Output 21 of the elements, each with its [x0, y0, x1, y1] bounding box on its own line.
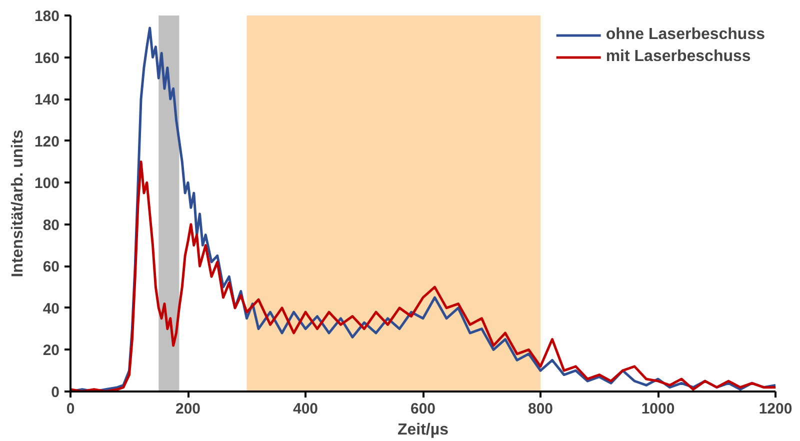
y-tick-label: 80	[42, 216, 60, 234]
x-tick-label: 1000	[641, 400, 675, 418]
y-tick-label: 140	[34, 92, 60, 109]
legend-label: mit Laserbeschuss	[606, 48, 751, 66]
x-tick-label: 1200	[758, 400, 792, 418]
x-tick-label: 800	[528, 400, 554, 418]
y-tick-label: 60	[42, 258, 60, 276]
x-tick-label: 400	[292, 400, 318, 418]
x-tick-label: 0	[66, 400, 75, 418]
y-tick-label: 180	[34, 8, 60, 25]
x-axis-title: Zeit/µs	[397, 422, 449, 438]
y-tick-label: 40	[42, 300, 60, 318]
y-tick-label: 0	[51, 384, 60, 401]
y-axis-title: Intensität/arb. units	[9, 130, 26, 278]
y-tick-label: 20	[42, 342, 60, 360]
x-tick-label: 200	[175, 400, 201, 418]
y-tick-label: 120	[34, 133, 60, 150]
y-tick-label: 160	[34, 50, 60, 67]
x-tick-label: 600	[410, 400, 436, 418]
legend-label: ohne Laserbeschuss	[606, 26, 765, 44]
y-tick-label: 100	[34, 175, 60, 192]
